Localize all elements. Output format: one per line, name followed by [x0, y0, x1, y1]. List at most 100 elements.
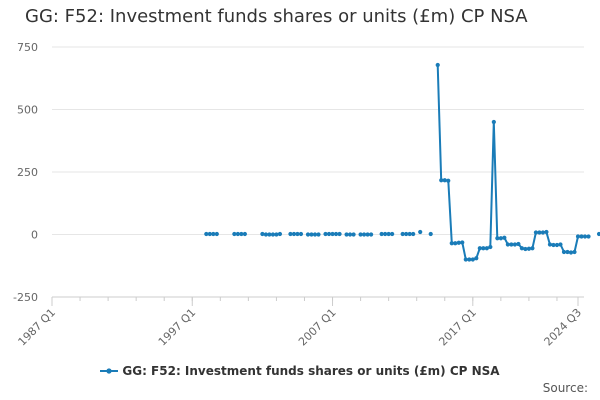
data-point[interactable]	[390, 231, 395, 237]
data-point[interactable]	[561, 249, 567, 255]
data-point[interactable]	[544, 229, 549, 235]
data-point[interactable]	[512, 242, 517, 247]
gridlines	[52, 46, 584, 298]
data-point[interactable]	[516, 241, 521, 247]
data-point[interactable]	[572, 249, 577, 255]
data-point[interactable]	[260, 231, 265, 237]
data-point[interactable]	[498, 236, 503, 241]
data-point[interactable]	[530, 246, 535, 251]
data-point[interactable]	[523, 246, 528, 252]
data-point[interactable]	[400, 231, 405, 237]
data-point[interactable]	[214, 231, 219, 237]
data-point[interactable]	[481, 246, 486, 251]
data-point[interactable]	[418, 229, 423, 235]
data-point[interactable]	[267, 232, 272, 237]
data-point[interactable]	[439, 178, 444, 183]
data-point[interactable]	[305, 232, 311, 237]
data-point[interactable]	[488, 244, 493, 250]
data-point[interactable]	[568, 250, 574, 255]
data-point[interactable]	[502, 235, 507, 240]
legend-label: GG: F52: Investment funds shares or unit…	[122, 364, 500, 378]
data-point[interactable]	[204, 231, 209, 237]
data-point[interactable]	[235, 231, 240, 237]
data-point[interactable]	[477, 246, 482, 251]
data-point[interactable]	[309, 232, 314, 237]
data-point[interactable]	[551, 242, 556, 248]
data-point[interactable]	[239, 231, 244, 237]
data-point[interactable]	[323, 231, 328, 237]
source-label: Source:	[542, 381, 588, 395]
x-tick-label: 2007 Q1	[296, 306, 339, 349]
data-point[interactable]	[540, 230, 546, 235]
series-segment	[436, 64, 589, 261]
data-point[interactable]	[596, 231, 600, 237]
data-point[interactable]	[411, 231, 416, 237]
data-point[interactable]	[344, 232, 349, 237]
data-point[interactable]	[386, 231, 391, 237]
data-point[interactable]	[463, 257, 468, 262]
data-point[interactable]	[474, 256, 479, 261]
data-point[interactable]	[484, 246, 489, 251]
data-point[interactable]	[442, 178, 447, 183]
data-point[interactable]	[404, 231, 409, 237]
data-point[interactable]	[298, 231, 304, 237]
data-point[interactable]	[330, 231, 335, 237]
data-point[interactable]	[207, 231, 212, 237]
data-point[interactable]	[526, 246, 532, 251]
data-point[interactable]	[509, 242, 514, 247]
data-point[interactable]	[288, 231, 293, 237]
data-point[interactable]	[211, 231, 216, 237]
series-points	[204, 62, 600, 262]
data-point[interactable]	[263, 232, 269, 237]
data-point[interactable]	[361, 232, 367, 237]
data-point[interactable]	[453, 241, 458, 246]
legend-line-marker-icon	[100, 368, 119, 374]
data-point[interactable]	[446, 178, 451, 183]
data-point[interactable]	[358, 232, 363, 237]
data-point[interactable]	[295, 231, 300, 237]
data-point[interactable]	[435, 62, 440, 68]
data-point[interactable]	[554, 242, 560, 248]
x-tick-label: 1997 Q1	[156, 306, 199, 349]
data-point[interactable]	[326, 231, 332, 237]
data-point[interactable]	[579, 234, 584, 239]
data-point[interactable]	[312, 232, 318, 237]
data-point[interactable]	[460, 240, 465, 245]
data-point[interactable]	[428, 231, 433, 237]
data-point[interactable]	[291, 231, 297, 237]
data-point[interactable]	[337, 231, 342, 237]
data-point[interactable]	[533, 230, 539, 235]
data-point[interactable]	[383, 231, 388, 237]
data-point[interactable]	[274, 232, 279, 237]
data-point[interactable]	[547, 242, 553, 247]
data-point[interactable]	[333, 231, 339, 237]
data-point[interactable]	[449, 241, 454, 246]
data-point[interactable]	[277, 231, 283, 237]
data-point[interactable]	[232, 231, 237, 237]
data-point[interactable]	[582, 234, 588, 239]
data-point[interactable]	[575, 234, 581, 239]
legend[interactable]: GG: F52: Investment funds shares or unit…	[0, 364, 600, 378]
y-tick-label: 0	[31, 229, 38, 242]
data-point[interactable]	[456, 240, 461, 245]
data-point[interactable]	[558, 242, 563, 247]
data-point[interactable]	[379, 231, 384, 237]
data-point[interactable]	[270, 232, 276, 237]
data-point[interactable]	[586, 234, 591, 239]
data-point[interactable]	[470, 257, 475, 262]
y-axis-tick-labels: -250 0 250 500 750	[13, 41, 38, 304]
data-point[interactable]	[537, 230, 542, 235]
data-point[interactable]	[505, 242, 510, 247]
data-point[interactable]	[347, 232, 353, 237]
data-point[interactable]	[467, 257, 472, 262]
data-point[interactable]	[316, 232, 321, 237]
data-point[interactable]	[351, 232, 356, 237]
data-point[interactable]	[369, 232, 374, 237]
data-point[interactable]	[519, 246, 524, 251]
data-point[interactable]	[365, 232, 370, 237]
data-point[interactable]	[242, 231, 247, 237]
data-point[interactable]	[565, 249, 570, 255]
data-point[interactable]	[407, 231, 412, 237]
data-point[interactable]	[495, 236, 500, 241]
data-point[interactable]	[491, 119, 496, 125]
